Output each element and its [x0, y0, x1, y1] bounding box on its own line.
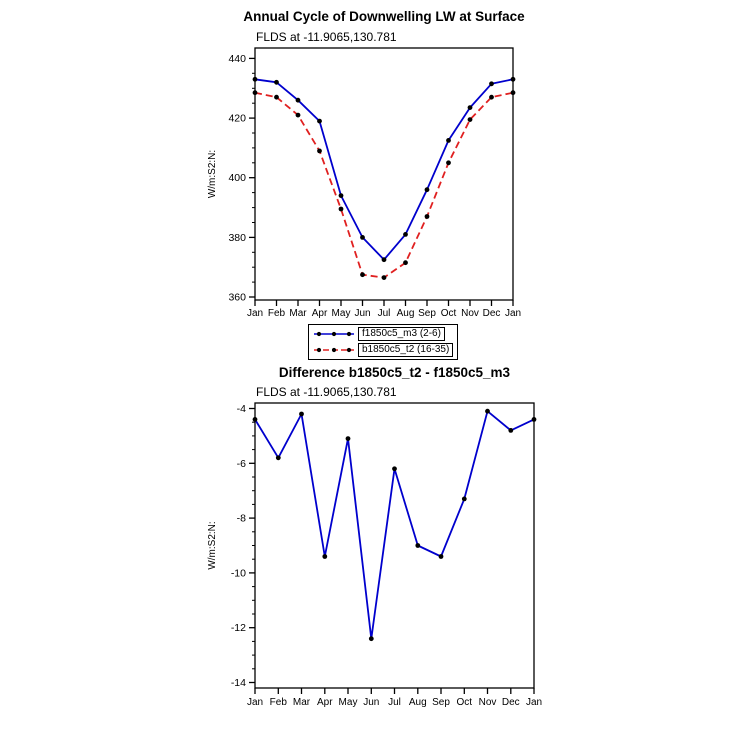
data-point-marker: [381, 275, 387, 280]
x-tick-label: Feb: [270, 697, 288, 708]
y-tick-label: -4: [237, 403, 246, 415]
data-point-marker: [317, 148, 322, 154]
x-tick-label: Sep: [418, 308, 436, 319]
data-point-marker: [467, 105, 473, 110]
data-point-marker: [438, 554, 444, 559]
y-tick-label: 440: [228, 53, 246, 65]
x-tick-label: Jan: [505, 308, 521, 319]
y-tick-label: -8: [237, 513, 246, 525]
data-point-marker: [489, 81, 494, 87]
x-tick-label: Aug: [409, 697, 427, 708]
legend-label: f1850c5_m3 (2-6): [358, 327, 445, 341]
data-point-marker: [381, 257, 387, 263]
x-tick-label: May: [332, 308, 351, 319]
x-tick-label: Dec: [502, 697, 520, 708]
series-line: [254, 410, 535, 640]
legend-line-sample: [314, 331, 354, 337]
x-tick-label: Nov: [479, 697, 497, 708]
data-point-marker: [317, 118, 322, 124]
x-tick-label: Jun: [354, 308, 370, 319]
x-tick-label: Feb: [268, 308, 286, 319]
y-tick-label: -14: [231, 677, 246, 689]
x-tick-label: Mar: [293, 697, 311, 708]
x-tick-label: Mar: [289, 308, 307, 319]
data-point-marker: [392, 466, 397, 472]
data-point-marker: [299, 411, 304, 417]
y-tick-label: 380: [228, 232, 246, 244]
data-point-marker: [295, 112, 301, 118]
difference-chart: Difference b1850c5_t2 - f1850c5_m3 FLDS a…: [0, 362, 730, 735]
legend: f1850c5_m3 (2-6) b1850c5_t2 (16-35): [308, 324, 459, 360]
data-point-marker: [368, 636, 374, 642]
data-point-marker: [510, 76, 516, 82]
x-tick-label: Jul: [388, 697, 401, 708]
chart-subtitle: FLDS at -11.9065,130.781: [256, 30, 397, 44]
y-tick-label: -12: [231, 622, 246, 634]
data-point-marker: [403, 232, 408, 237]
data-point-marker: [274, 79, 279, 85]
x-tick-label: Oct: [441, 308, 457, 319]
x-tick-label: Dec: [483, 308, 501, 319]
chart-title: Difference b1850c5_t2 - f1850c5_m3: [279, 365, 511, 380]
x-tick-label: Jan: [247, 308, 263, 319]
series-line: [254, 91, 514, 279]
y-tick-label: 400: [228, 172, 246, 184]
data-point-marker: [489, 94, 494, 100]
data-point-marker: [403, 260, 408, 266]
y-axis-title: W/m:S2:N:: [207, 521, 218, 569]
y-tick-label: 420: [228, 113, 246, 125]
data-point-marker: [274, 94, 279, 100]
legend-item: b1850c5_t2 (16-35): [313, 343, 454, 357]
x-tick-label: Jul: [378, 308, 391, 319]
data-point-marker: [446, 160, 451, 166]
data-point-marker: [467, 117, 473, 122]
y-tick-label: -10: [231, 567, 246, 579]
data-point-marker: [360, 272, 365, 278]
legend-item: f1850c5_m3 (2-6): [313, 327, 453, 341]
data-point-marker: [485, 408, 490, 414]
data-point-marker: [338, 206, 344, 212]
y-tick-label: -6: [237, 458, 246, 470]
data-point-marker: [424, 187, 430, 193]
legend-line-sample: [314, 347, 354, 353]
x-tick-label: Apr: [317, 697, 333, 708]
plot-box: [254, 47, 514, 301]
x-tick-label: Sep: [432, 697, 450, 708]
x-tick-label: Apr: [312, 308, 328, 319]
data-point-marker: [275, 455, 281, 461]
data-point-marker: [510, 90, 516, 96]
data-point-marker: [415, 543, 421, 548]
data-point-marker: [252, 76, 258, 82]
x-tick-label: Nov: [461, 308, 479, 319]
plot-box: [254, 402, 535, 689]
data-point-marker: [531, 417, 537, 422]
chart-svg: Difference b1850c5_t2 - f1850c5_m3 FLDS a…: [207, 365, 542, 708]
data-point-marker: [295, 97, 301, 103]
data-point-marker: [252, 417, 258, 422]
x-tick-label: Jan: [526, 697, 542, 708]
data-point-marker: [508, 428, 514, 433]
series-line: [254, 78, 514, 261]
data-point-marker: [446, 138, 451, 143]
chart-svg: Annual Cycle of Downwelling LW at Surfac…: [207, 9, 525, 319]
data-point-marker: [424, 214, 430, 219]
x-tick-label: Jun: [363, 697, 379, 708]
x-tick-label: Oct: [457, 697, 473, 708]
data-point-marker: [322, 554, 328, 559]
x-tick-label: Jan: [247, 697, 263, 708]
annual-cycle-chart: Annual Cycle of Downwelling LW at Surfac…: [0, 0, 730, 327]
y-tick-label: 360: [228, 292, 246, 304]
chart-title: Annual Cycle of Downwelling LW at Surfac…: [243, 9, 525, 24]
legend-label: b1850c5_t2 (16-35): [358, 343, 454, 357]
x-tick-label: May: [339, 697, 358, 708]
x-tick-label: Aug: [397, 308, 415, 319]
data-point-marker: [338, 193, 344, 199]
chart-subtitle: FLDS at -11.9065,130.781: [256, 385, 397, 399]
data-point-marker: [252, 90, 258, 96]
data-point-marker: [360, 235, 365, 240]
data-point-marker: [345, 436, 351, 441]
data-point-marker: [461, 496, 467, 502]
y-axis-title: W/m:S2:N:: [207, 150, 218, 198]
